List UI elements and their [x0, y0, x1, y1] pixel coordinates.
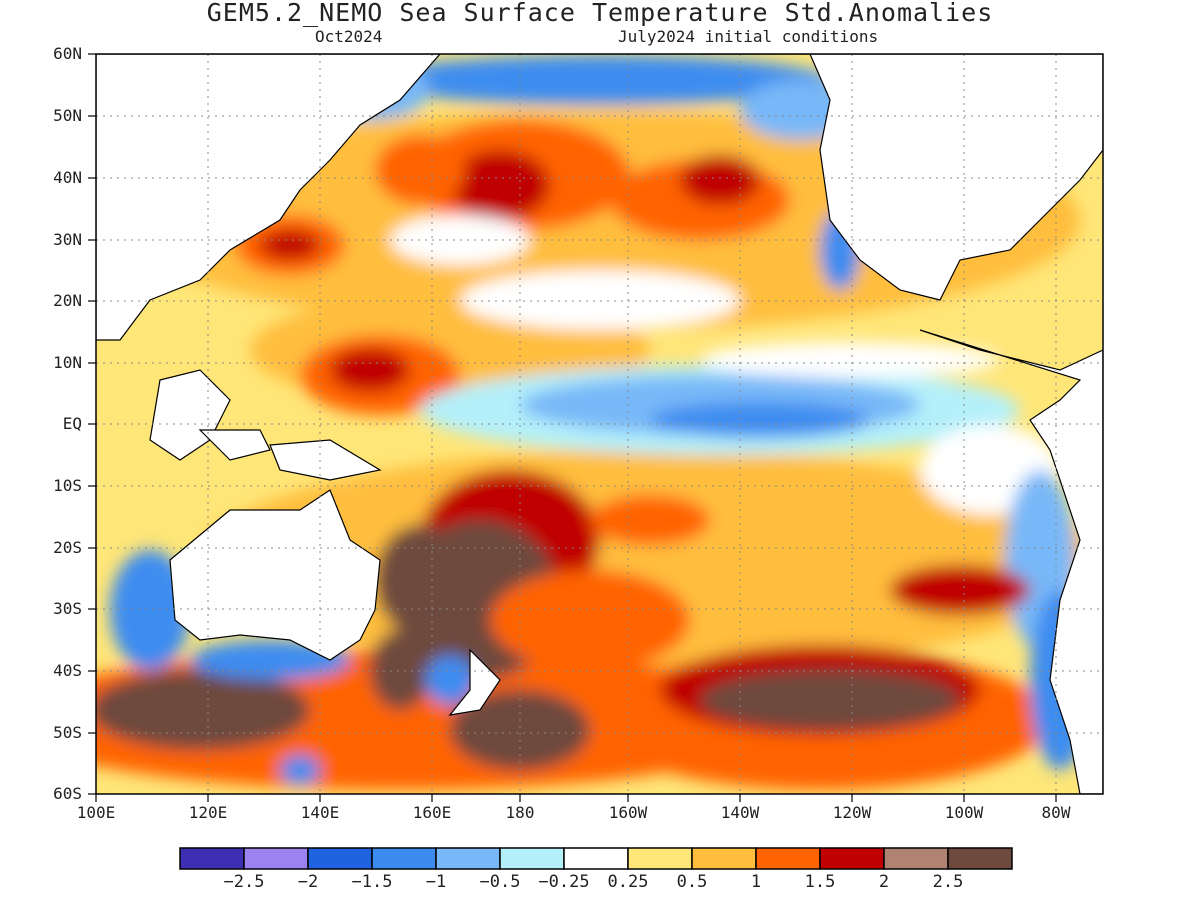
- colorbar-swatch: [499, 847, 565, 870]
- colorbar-label: 0.5: [676, 872, 708, 892]
- colorbar-swatch: [947, 847, 1013, 870]
- lon-label: 160W: [608, 803, 648, 822]
- colorbar-label: −0.5: [479, 872, 521, 892]
- colorbar-swatch: [627, 847, 693, 870]
- lat-label: 50N: [53, 106, 82, 125]
- lon-label: 120E: [188, 803, 228, 822]
- colorbar-label: −1: [425, 872, 447, 892]
- lon-label: 140W: [720, 803, 760, 822]
- colorbar-swatch: [179, 847, 245, 870]
- lon-label: 80W: [1041, 803, 1071, 822]
- colorbar-swatch: [435, 847, 501, 870]
- lon-label: 100W: [944, 803, 984, 822]
- chart-title: GEM5.2_NEMO Sea Surface Temperature Std.…: [206, 0, 994, 27]
- colorbar-swatch: [691, 847, 757, 870]
- colorbar-swatch: [371, 847, 437, 870]
- anomaly-field: [96, 54, 1103, 794]
- lat-label: 60S: [53, 784, 82, 803]
- axis-ticks: [88, 53, 1057, 802]
- colorbar-swatch: [883, 847, 949, 870]
- lat-label: 40S: [53, 661, 82, 680]
- forecast-month: Oct2024: [315, 27, 383, 46]
- lat-label: 10S: [53, 476, 82, 495]
- colorbar-label: −2.5: [223, 872, 265, 892]
- lat-label: 10N: [53, 353, 82, 372]
- colorbar-swatch: [243, 847, 309, 870]
- lat-label: 30S: [53, 599, 82, 618]
- lat-label: EQ: [62, 414, 82, 433]
- lon-label: 160E: [412, 803, 452, 822]
- colorbar-swatch: [819, 847, 885, 870]
- colorbar-label: −1.5: [351, 872, 393, 892]
- colorbar-label: −2: [297, 872, 319, 892]
- lon-label: 100E: [76, 803, 116, 822]
- land-outlines: [96, 54, 1103, 794]
- initial-conditions: July2024 initial conditions: [618, 27, 879, 46]
- lon-label: 180: [505, 803, 535, 822]
- lat-label: 20S: [53, 538, 82, 557]
- lat-label: 50S: [53, 723, 82, 742]
- colorbar-swatch: [307, 847, 373, 870]
- colorbar-label: 0.25: [607, 872, 649, 892]
- colorbar-label: 2.5: [932, 872, 964, 892]
- colorbar-label: 1: [750, 872, 762, 892]
- lat-label: 40N: [53, 168, 82, 187]
- colorbar-label: −0.25: [538, 872, 590, 892]
- lat-label: 60N: [53, 44, 82, 63]
- colorbar-swatch: [563, 847, 629, 870]
- lon-label: 140E: [300, 803, 340, 822]
- lat-label: 30N: [53, 230, 82, 249]
- lat-label: 20N: [53, 291, 82, 310]
- lon-label: 120W: [832, 803, 872, 822]
- colorbar-label: 1.5: [804, 872, 836, 892]
- gridlines: [96, 54, 1103, 794]
- colorbar-swatch: [755, 847, 821, 870]
- colorbar: [179, 847, 1013, 870]
- colorbar-label: 2: [878, 872, 890, 892]
